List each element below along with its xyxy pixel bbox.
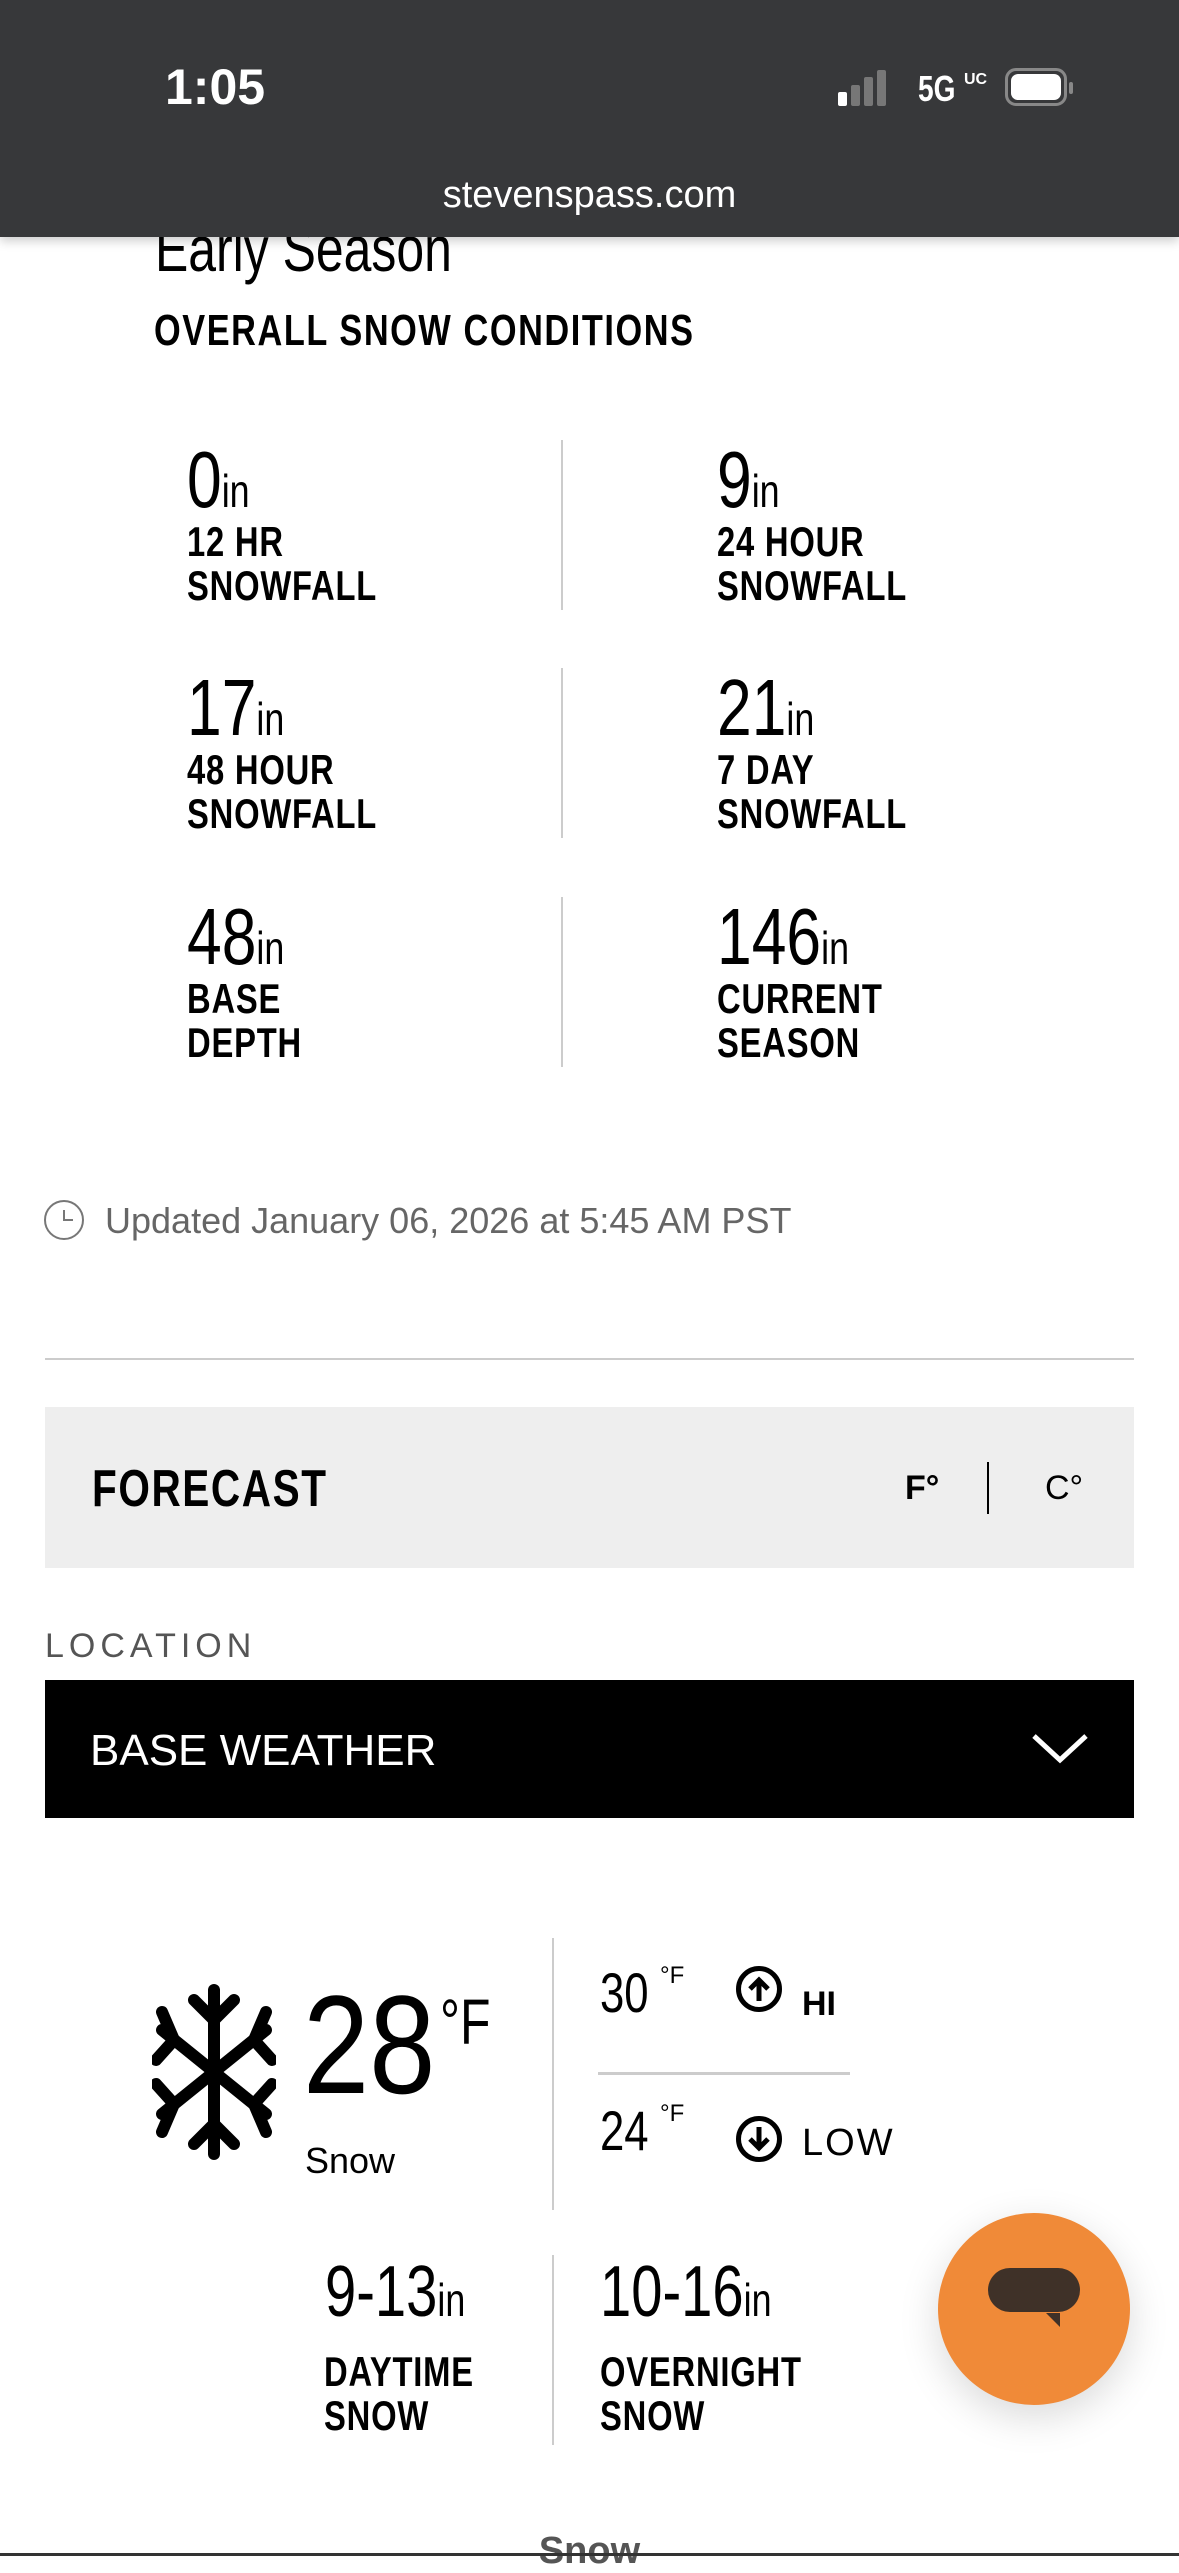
divider bbox=[0, 2553, 1179, 2556]
chat-button[interactable] bbox=[938, 2213, 1130, 2405]
stat-value: 9 bbox=[717, 435, 752, 524]
stat-value: 21 bbox=[717, 663, 787, 752]
signal-icon bbox=[838, 70, 888, 106]
divider bbox=[552, 1938, 554, 2210]
divider bbox=[552, 2255, 554, 2445]
stat-label: SNOWFALL bbox=[717, 562, 908, 609]
snowflake-icon bbox=[152, 1984, 276, 2160]
stat-label: 48 HOUR bbox=[187, 746, 335, 793]
divider bbox=[598, 2072, 850, 2075]
divider bbox=[561, 440, 563, 610]
stat-label: 7 DAY bbox=[717, 746, 815, 793]
url-bar[interactable]: stevenspass.com bbox=[442, 174, 737, 216]
stat-unit: in bbox=[786, 693, 815, 745]
stat-value: 0 bbox=[187, 435, 222, 524]
browser-status-bar: 1:05 5G UC stevenspass.com bbox=[0, 0, 1179, 237]
low-label: LOW bbox=[802, 2122, 895, 2164]
stat-label: CURRENT bbox=[717, 975, 883, 1022]
snow-stat: 0in 12 HR SNOWFALL bbox=[187, 440, 431, 608]
chat-icon bbox=[988, 2268, 1080, 2312]
snow-stat: 48in BASE DEPTH bbox=[187, 897, 334, 1065]
stat-value: 17 bbox=[187, 663, 257, 752]
stat-label: SNOWFALL bbox=[187, 790, 378, 837]
divider bbox=[561, 668, 563, 838]
current-condition: Snow bbox=[305, 2140, 396, 2181]
stat-unit: in bbox=[751, 465, 780, 517]
unit-toggle-f[interactable]: F° bbox=[905, 1469, 940, 1507]
chat-icon-tail bbox=[1046, 2313, 1060, 2327]
location-select[interactable]: BASE WEATHER bbox=[45, 1680, 1134, 1818]
stat-label: SEASON bbox=[717, 1019, 861, 1066]
stat-unit: in bbox=[256, 693, 285, 745]
stat-label: SNOWFALL bbox=[187, 562, 378, 609]
location-value: BASE WEATHER bbox=[90, 1726, 437, 1775]
snow-stat: 17in 48 HOUR SNOWFALL bbox=[187, 668, 431, 836]
stat-unit: in bbox=[821, 922, 850, 974]
forecast-header: FORECAST F° C° bbox=[45, 1407, 1134, 1568]
next-condition: Snow bbox=[538, 2530, 641, 2572]
conditions-heading: OVERALL SNOW CONDITIONS bbox=[154, 306, 695, 355]
stat-value: 146 bbox=[717, 892, 822, 981]
hi-temp: 30 bbox=[600, 1961, 649, 2024]
network-indicator: 5G UC bbox=[918, 68, 988, 109]
stat-unit: in bbox=[221, 465, 250, 517]
daytime-snow-label: DAYTIME SNOW bbox=[324, 2348, 474, 2439]
arrow-up-icon bbox=[736, 1966, 782, 2012]
low-temp: 24 bbox=[600, 2099, 649, 2162]
stat-label: SNOWFALL bbox=[717, 790, 908, 837]
clock-icon bbox=[44, 1200, 84, 1240]
location-label: LOCATION bbox=[45, 1627, 257, 1665]
battery-icon bbox=[1005, 68, 1073, 106]
hi-label: HI bbox=[802, 1985, 836, 2023]
snow-stat: 9in 24 HOUR SNOWFALL bbox=[717, 440, 961, 608]
snow-stat: 21in 7 DAY SNOWFALL bbox=[717, 668, 961, 836]
snow-stat: 146in CURRENT SEASON bbox=[717, 897, 929, 1065]
stat-label: DEPTH bbox=[187, 1019, 302, 1066]
unit-toggle-c[interactable]: C° bbox=[1045, 1469, 1084, 1507]
divider bbox=[561, 897, 563, 1067]
arrow-down-icon bbox=[736, 2116, 782, 2162]
updated-timestamp: Updated January 06, 2026 at 5:45 AM PST bbox=[105, 1200, 792, 1241]
divider bbox=[45, 1358, 1134, 1360]
overnight-snow-label: OVERNIGHT SNOW bbox=[600, 2348, 802, 2439]
stat-label: BASE bbox=[187, 975, 282, 1022]
stat-value: 48 bbox=[187, 892, 257, 981]
hi-temp-unit: °F bbox=[660, 1962, 685, 1989]
low-temp-unit: °F bbox=[660, 2100, 685, 2127]
daytime-snow: 9-13in bbox=[325, 2252, 466, 2332]
current-temp: 28 bbox=[303, 1966, 436, 2123]
stat-unit: in bbox=[256, 922, 285, 974]
overnight-snow: 10-16in bbox=[600, 2252, 772, 2332]
stat-label: 12 HR bbox=[187, 518, 284, 565]
chevron-down-icon bbox=[1032, 1734, 1088, 1764]
current-temp-unit: °F bbox=[440, 1986, 491, 2058]
forecast-title: FORECAST bbox=[92, 1460, 328, 1518]
stat-label: 24 HOUR bbox=[717, 518, 865, 565]
divider bbox=[987, 1462, 989, 1514]
clock: 1:05 bbox=[165, 59, 266, 115]
